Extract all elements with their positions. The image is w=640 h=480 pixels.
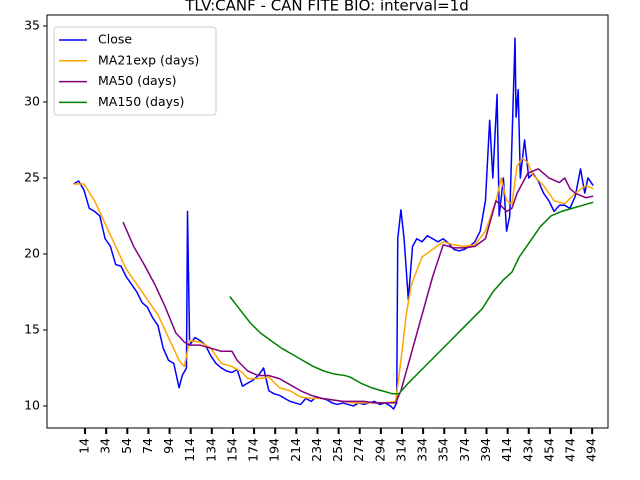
legend-label: MA150 (days) xyxy=(98,94,184,109)
x-tick-label: 254 xyxy=(330,438,345,462)
x-tick-label: 74 xyxy=(140,438,155,454)
x-tick-label: 454 xyxy=(541,438,556,462)
y-tick-label: 15 xyxy=(24,321,40,336)
x-tick-label: 474 xyxy=(563,438,578,462)
x-tick-label: 154 xyxy=(224,438,239,462)
x-tick-label: 334 xyxy=(415,438,430,462)
x-tick-label: 234 xyxy=(309,438,324,462)
x-tick-label: 394 xyxy=(478,438,493,462)
line-series xyxy=(122,168,594,404)
x-tick-label: 94 xyxy=(161,438,176,454)
line-series xyxy=(73,157,594,404)
plot-frame xyxy=(46,14,609,429)
y-tick-label: 30 xyxy=(24,93,40,108)
x-tick-label: 314 xyxy=(393,438,408,462)
x-tick-label: 174 xyxy=(246,438,261,462)
y-tick-label: 25 xyxy=(24,169,40,184)
x-tick-label: 14 xyxy=(77,438,92,454)
x-tick-label: 114 xyxy=(182,438,197,462)
x-tick-label: 294 xyxy=(372,438,387,462)
line-series xyxy=(73,37,594,410)
legend-box xyxy=(53,26,217,116)
x-tick-label: 354 xyxy=(436,438,451,462)
x-tick-label: 434 xyxy=(520,438,535,462)
y-tick-label: 10 xyxy=(24,397,40,412)
x-tick-label: 54 xyxy=(119,438,134,454)
chart-title: TLV:CANF - CAN FITE BIO: interval=1d xyxy=(184,0,469,15)
line-series xyxy=(229,201,594,395)
x-tick-label: 134 xyxy=(203,438,218,462)
legend-label: Close xyxy=(98,32,132,47)
x-tick-label: 214 xyxy=(288,438,303,462)
legend-label: MA50 (days) xyxy=(98,73,176,88)
y-tick-label: 35 xyxy=(24,17,40,32)
x-tick-label: 414 xyxy=(499,438,514,462)
x-tick-label: 494 xyxy=(584,438,599,462)
x-tick-label: 34 xyxy=(98,438,113,454)
x-tick-label: 274 xyxy=(351,438,366,462)
legend-label: MA21exp (days) xyxy=(98,52,199,67)
y-tick-label: 20 xyxy=(24,245,40,260)
x-tick-label: 194 xyxy=(267,438,282,462)
x-tick-label: 374 xyxy=(457,438,472,462)
